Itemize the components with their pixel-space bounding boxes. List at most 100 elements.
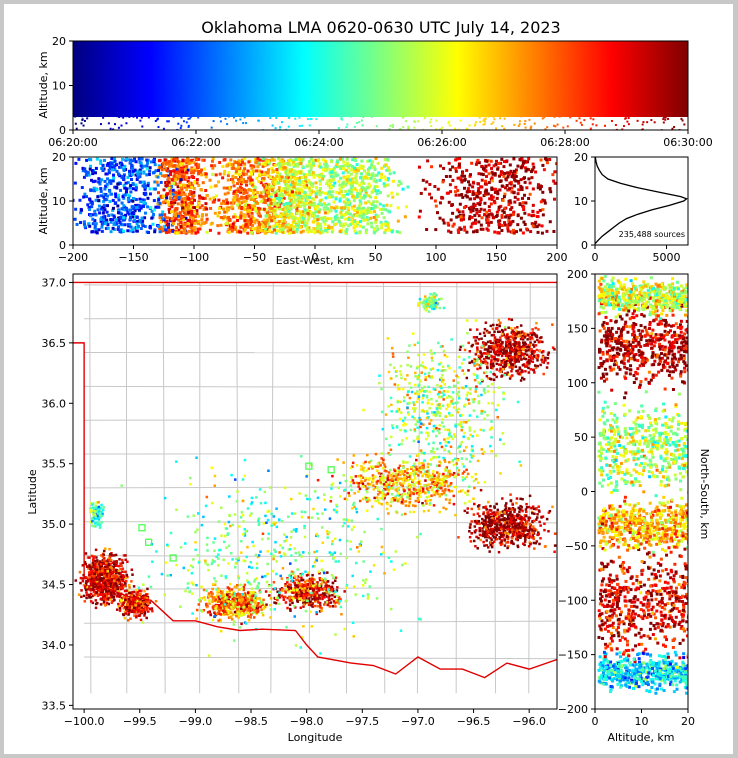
- east-west-source: [288, 207, 292, 211]
- east-west-source: [286, 176, 290, 180]
- east-west-source: [292, 185, 296, 189]
- east-west-source: [128, 169, 132, 173]
- time-height-source: [520, 105, 523, 108]
- time-height-source: [195, 86, 198, 89]
- east-west-source: [109, 181, 113, 185]
- east-west-source: [97, 180, 101, 184]
- east-west-source: [231, 174, 235, 178]
- east-west-source: [158, 201, 162, 205]
- time-height-source: [185, 81, 188, 84]
- time-height-source: [348, 50, 351, 53]
- east-west-source: [99, 189, 103, 193]
- east-west-source: [216, 224, 220, 228]
- time-height-source: [580, 59, 583, 62]
- east-west-source: [113, 185, 117, 189]
- time-height-source: [568, 83, 571, 86]
- east-west-source: [237, 178, 241, 182]
- east-west-source: [200, 204, 204, 208]
- east-west-source: [307, 214, 311, 218]
- east-west-source: [175, 212, 179, 216]
- east-west-source: [372, 215, 376, 219]
- time-height-source: [441, 50, 444, 53]
- time-height-source: [613, 81, 616, 84]
- county-line: [270, 282, 274, 694]
- east-west-source: [511, 213, 515, 217]
- time-height-source: [652, 62, 655, 65]
- time-height-source: [266, 56, 269, 59]
- east-west-source: [222, 186, 226, 190]
- east-west-source: [440, 196, 444, 200]
- time-height-source: [651, 113, 654, 116]
- time-height-source: [468, 124, 471, 127]
- east-west-source: [284, 179, 288, 183]
- time-height-source: [387, 42, 390, 45]
- east-west-source: [493, 172, 497, 176]
- east-west-source: [458, 176, 462, 180]
- east-west-source: [250, 198, 254, 202]
- east-west-source: [295, 206, 299, 210]
- plan-view-source: [87, 585, 91, 588]
- time-height-source: [277, 60, 280, 63]
- east-west-source: [279, 196, 283, 200]
- east-west-source: [311, 171, 315, 175]
- time-height-source: [385, 62, 388, 65]
- time-height-source: [646, 100, 649, 103]
- east-west-source: [312, 227, 316, 231]
- time-height-source: [222, 91, 225, 94]
- east-west-source: [551, 173, 555, 177]
- east-west-source: [106, 177, 110, 181]
- time-height-source: [588, 87, 591, 90]
- time-height-source: [627, 109, 630, 112]
- east-west-source: [541, 213, 545, 217]
- east-west-source: [349, 179, 353, 183]
- east-west-source: [519, 166, 523, 170]
- east-west-source: [222, 172, 226, 176]
- time-height-source: [165, 63, 168, 66]
- east-west-source: [469, 205, 473, 209]
- time-height-source: [436, 44, 439, 47]
- time-height-source: [294, 117, 297, 120]
- east-west-source: [531, 224, 535, 228]
- time-height-source: [493, 80, 496, 83]
- east-west-source: [105, 198, 109, 202]
- east-west-source: [475, 194, 479, 198]
- time-height-source: [484, 115, 487, 118]
- time-height-source: [421, 77, 424, 80]
- east-west-source: [174, 170, 178, 174]
- east-west-source: [244, 207, 248, 211]
- time-height-source: [662, 92, 665, 95]
- east-west-source: [251, 191, 255, 195]
- east-west-source: [417, 215, 421, 219]
- east-west-source: [257, 223, 261, 227]
- east-west-source: [129, 184, 133, 188]
- east-west-source: [270, 166, 274, 170]
- east-west-source: [286, 229, 290, 233]
- time-height-source: [393, 82, 396, 85]
- east-west-source: [254, 209, 258, 213]
- east-west-source: [369, 210, 373, 214]
- east-west-source: [269, 194, 273, 198]
- east-west-source: [190, 191, 194, 195]
- time-height-source: [416, 63, 419, 66]
- east-west-source: [271, 202, 275, 206]
- time-height-source: [255, 48, 258, 51]
- east-west-source: [66, 214, 69, 217]
- time-height-source: [151, 60, 154, 63]
- east-west-source: [324, 204, 328, 208]
- time-height-source: [129, 71, 132, 74]
- east-west-source: [122, 204, 126, 208]
- time-height-source: [407, 125, 410, 128]
- east-west-source: [175, 167, 179, 171]
- time-height-source: [554, 58, 557, 61]
- time-height-source: [172, 51, 175, 54]
- east-west-source: [506, 175, 510, 179]
- east-west-source: [179, 162, 183, 166]
- east-west-source: [186, 197, 190, 201]
- time-height-source: [394, 60, 397, 63]
- east-west-source: [302, 222, 306, 226]
- east-west-source: [157, 164, 161, 168]
- east-west-source: [197, 163, 201, 167]
- east-west-source: [135, 206, 139, 210]
- time-height-source: [160, 54, 163, 57]
- time-height-source: [683, 123, 686, 126]
